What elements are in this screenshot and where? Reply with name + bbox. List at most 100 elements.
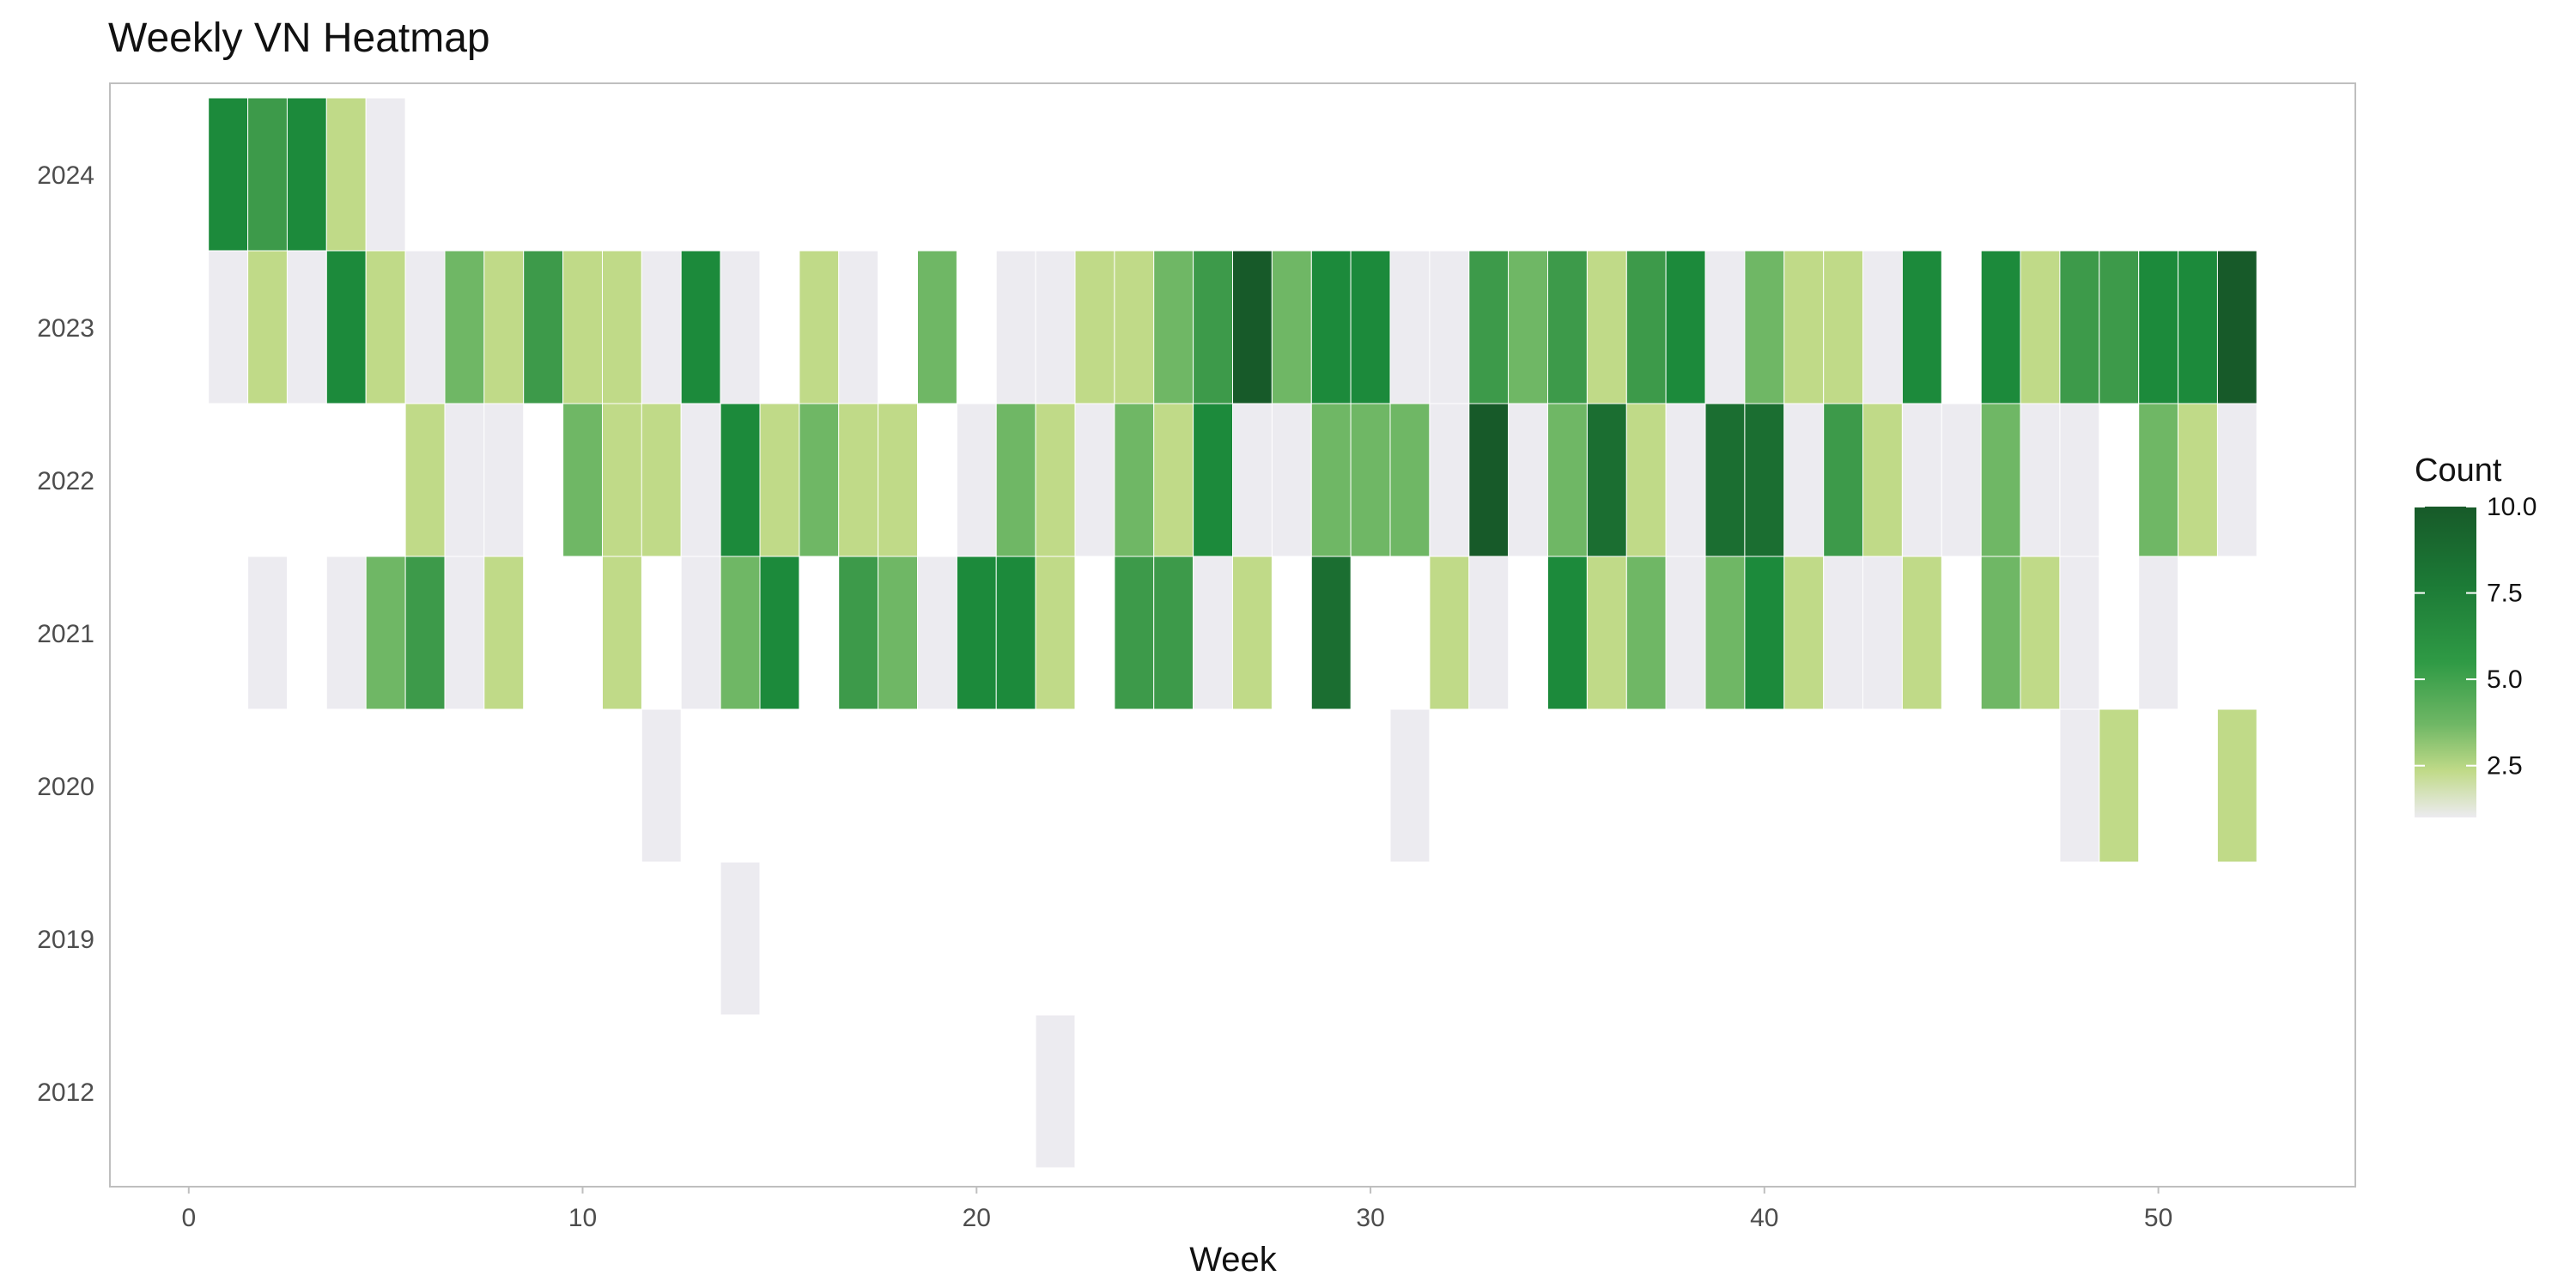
heatmap-cell-2022-week-39: [1704, 403, 1746, 557]
heatmap-cell-2022-week-42: [1823, 403, 1864, 557]
heatmap-cell-2023-week-36: [1586, 250, 1627, 404]
heatmap-cell-2022-week-18: [878, 403, 918, 557]
heatmap-cell-2022-week-20: [956, 403, 997, 557]
heatmap-cell-2023-week-21: [995, 250, 1036, 404]
heatmap-cell-2021-week-42: [1823, 556, 1864, 710]
heatmap-cell-2021-week-47: [2020, 556, 2061, 710]
heatmap-cell-2021-week-14: [720, 556, 761, 710]
legend-tick-label: 7.5: [2487, 580, 2523, 608]
heatmap-cell-2023-week-13: [680, 250, 721, 404]
heatmap-cell-2021-week-2: [247, 556, 289, 710]
heatmap-cell-2023-week-48: [2059, 250, 2100, 404]
heatmap-cell-2021-week-15: [759, 556, 800, 710]
heatmap-cell-2022-week-14: [720, 403, 761, 557]
legend-colorbar: [2415, 507, 2476, 817]
heatmap-cell-2021-week-19: [917, 556, 957, 710]
heatmap-cell-2024-week-2: [247, 97, 289, 252]
y-tick-label: 2021: [37, 620, 94, 648]
heatmap-cell-2023-week-27: [1232, 250, 1273, 404]
heatmap-cell-2023-week-47: [2020, 250, 2061, 404]
heatmap-cell-2022-week-46: [1980, 403, 2021, 557]
x-tick-label: 10: [568, 1204, 597, 1232]
heatmap-cell-2021-week-32: [1429, 556, 1470, 710]
heatmap-cell-2023-week-4: [325, 250, 367, 404]
heatmap-cell-2020-week-48: [2059, 708, 2100, 863]
heatmap-cell-2021-week-27: [1232, 556, 1273, 710]
heatmap-cell-2023-week-28: [1271, 250, 1312, 404]
heatmap-cell-2023-week-32: [1429, 250, 1470, 404]
heatmap-cell-2021-week-44: [1901, 556, 1942, 710]
heatmap-cell-2022-week-36: [1586, 403, 1627, 557]
heatmap-cell-2022-week-51: [2178, 403, 2219, 557]
heatmap-cell-2021-week-39: [1704, 556, 1746, 710]
heatmap-cell-2023-week-44: [1901, 250, 1942, 404]
heatmap-cell-2023-week-38: [1665, 250, 1706, 404]
heatmap-cell-2022-week-6: [404, 403, 446, 557]
heatmap-cell-2021-week-26: [1193, 556, 1233, 710]
chart-title: Weekly VN Heatmap: [108, 15, 490, 61]
heatmap-cell-2022-week-31: [1389, 403, 1431, 557]
heatmap-cell-2023-week-35: [1547, 250, 1588, 404]
y-tick-label: 2019: [37, 926, 94, 954]
heatmap-cell-2021-week-6: [404, 556, 446, 710]
heatmap-cell-2021-week-4: [325, 556, 367, 710]
heatmap-cell-2023-week-9: [523, 250, 564, 404]
heatmap-cell-2021-week-18: [878, 556, 918, 710]
heatmap-cell-2022-week-48: [2059, 403, 2100, 557]
heatmap-cell-2023-week-34: [1508, 250, 1548, 404]
heatmap-cell-2022-week-44: [1901, 403, 1942, 557]
heatmap-cell-2023-week-50: [2138, 250, 2179, 404]
y-tick-label: 2023: [37, 314, 94, 343]
heatmap-cell-2022-week-34: [1508, 403, 1548, 557]
heatmap-cell-2023-week-1: [208, 250, 249, 404]
legend-title: Count: [2415, 453, 2502, 489]
heatmap-cell-2022-week-12: [641, 403, 682, 557]
x-tick-label: 40: [1750, 1204, 1778, 1232]
heatmap-cell-2022-week-23: [1074, 403, 1115, 557]
heatmap-cell-2021-week-43: [1862, 556, 1903, 710]
heatmap-cell-2021-week-20: [956, 556, 997, 710]
heatmap-cell-2023-week-8: [483, 250, 525, 404]
heatmap-cell-2021-week-48: [2059, 556, 2100, 710]
heatmap-cell-2023-week-14: [720, 250, 761, 404]
heatmap-cell-2021-week-17: [838, 556, 879, 710]
heatmap-cell-2023-week-24: [1114, 250, 1155, 404]
heatmap-cell-2023-week-3: [286, 250, 327, 404]
heatmap-cell-2023-week-52: [2216, 250, 2257, 404]
heatmap-cell-2022-week-15: [759, 403, 800, 557]
y-tick-label: 2020: [37, 773, 94, 801]
x-tick-label: 30: [1356, 1204, 1384, 1232]
heatmap-cell-2023-week-33: [1468, 250, 1510, 404]
heatmap-cell-2021-week-41: [1783, 556, 1825, 710]
heatmap-cell-2020-week-49: [2099, 708, 2140, 863]
heatmap-cell-2021-week-8: [483, 556, 525, 710]
heatmap-cell-2022-week-30: [1350, 403, 1391, 557]
heatmap-cell-2021-week-35: [1547, 556, 1588, 710]
heatmap-cell-2021-week-37: [1625, 556, 1667, 710]
x-tick-label: 0: [181, 1204, 196, 1232]
heatmap-cell-2022-week-26: [1193, 403, 1233, 557]
heatmap-cell-2022-week-40: [1744, 403, 1785, 557]
heatmap-cell-2023-week-6: [404, 250, 446, 404]
heatmap-cell-2023-week-46: [1980, 250, 2021, 404]
heatmap-cell-2020-week-31: [1389, 708, 1431, 863]
heatmap-cell-2020-week-12: [641, 708, 682, 863]
heatmap-cell-2022-week-41: [1783, 403, 1825, 557]
heatmap-cell-2021-week-50: [2138, 556, 2179, 710]
x-tick-label: 50: [2144, 1204, 2172, 1232]
heatmap-cell-2023-week-31: [1389, 250, 1431, 404]
heatmap-cell-2023-week-37: [1625, 250, 1667, 404]
heatmap-cell-2022-week-13: [680, 403, 721, 557]
heatmap-cell-2021-week-11: [602, 556, 642, 710]
heatmap-cell-2012-week-22: [1035, 1014, 1076, 1169]
heatmap-cell-2022-week-29: [1310, 403, 1352, 557]
heatmap-cell-2022-week-24: [1114, 403, 1155, 557]
heatmap-cell-2022-week-52: [2216, 403, 2257, 557]
heatmap-cells: [208, 97, 2257, 1169]
heatmap-cell-2021-week-5: [365, 556, 406, 710]
heatmap-cell-2023-week-7: [444, 250, 485, 404]
heatmap-cell-2023-week-11: [602, 250, 642, 404]
heatmap-cell-2022-week-28: [1271, 403, 1312, 557]
heatmap-cell-2023-week-43: [1862, 250, 1903, 404]
